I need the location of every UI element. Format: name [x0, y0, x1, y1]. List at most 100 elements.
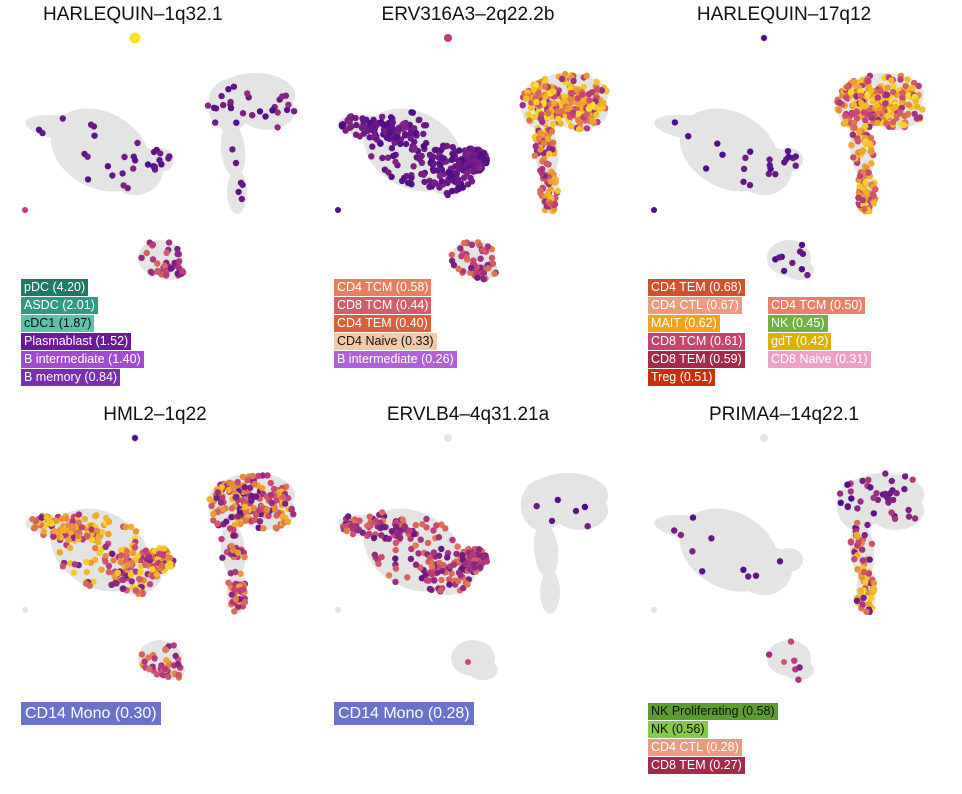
- expression-point: [874, 119, 881, 127]
- expression-point: [579, 91, 586, 98]
- expression-point: [392, 555, 399, 562]
- expression-point: [430, 527, 437, 534]
- expression-point: [905, 101, 913, 109]
- expression-point: [549, 139, 557, 146]
- expression-point: [851, 124, 858, 131]
- expression-point: [519, 102, 526, 109]
- expression-point: [555, 115, 562, 123]
- expression-point: [485, 265, 492, 272]
- panel-title: HARLEQUIN–1q32.1: [43, 4, 223, 25]
- expression-point: [525, 111, 532, 118]
- expression-point: [52, 517, 60, 524]
- expression-point: [537, 115, 544, 123]
- celltype-label: NK (0.45): [768, 315, 828, 332]
- expression-point: [671, 119, 679, 126]
- expression-point: [461, 147, 469, 154]
- expression-point: [35, 126, 43, 133]
- expression-point: [424, 539, 432, 547]
- expression-point: [890, 82, 897, 90]
- expression-point: [853, 597, 861, 604]
- expression-point: [56, 549, 63, 556]
- expression-point: [353, 522, 360, 530]
- expression-point: [375, 560, 382, 567]
- expression-point: [528, 99, 535, 106]
- expression-point: [158, 662, 165, 669]
- expression-point: [103, 514, 110, 522]
- expression-point: [843, 83, 851, 91]
- expression-point: [385, 572, 393, 579]
- expression-point: [212, 119, 219, 126]
- expression-point: [448, 251, 455, 258]
- expression-point: [855, 538, 862, 545]
- expression-point: [378, 532, 385, 539]
- panel-title: HARLEQUIN–17q12: [696, 4, 872, 25]
- celltype-label: CD4 CTL (0.28): [648, 739, 742, 756]
- expression-point: [225, 86, 232, 93]
- expression-point: [849, 131, 856, 138]
- expression-point: [450, 561, 458, 568]
- expression-point: [547, 178, 554, 185]
- expression-point: [114, 569, 122, 577]
- expression-point: [456, 147, 463, 154]
- expression-point: [862, 117, 869, 124]
- expression-point: [242, 517, 249, 524]
- expression-point: [104, 163, 112, 170]
- celltype-label: CD8 TEM (0.59): [648, 351, 745, 368]
- expression-point: [740, 165, 748, 173]
- celltype-label: B intermediate (1.40): [21, 351, 144, 368]
- expression-point: [436, 172, 444, 180]
- expression-point: [131, 157, 139, 164]
- expression-point: [127, 571, 135, 578]
- expression-point: [380, 523, 387, 531]
- expression-point: [781, 659, 787, 665]
- expression-point: [393, 523, 400, 531]
- expression-point: [804, 271, 811, 279]
- expression-point: [136, 576, 143, 583]
- expression-point: [167, 265, 175, 272]
- expression-point: [218, 92, 225, 100]
- expression-point: [747, 148, 754, 155]
- expression-point: [232, 159, 240, 167]
- expression-point: [889, 118, 897, 126]
- expression-point: [548, 128, 556, 135]
- expression-point: [874, 94, 881, 101]
- expression-point: [884, 84, 891, 91]
- expression-point: [836, 490, 844, 497]
- expression-point: [162, 666, 169, 673]
- expression-point: [470, 257, 477, 264]
- expression-point: [423, 577, 430, 584]
- expression-point: [550, 120, 557, 128]
- expression-point: [449, 151, 457, 158]
- expression-point: [444, 554, 451, 561]
- expression-point: [882, 490, 889, 498]
- expression-point: [230, 83, 238, 90]
- expression-point: [526, 117, 533, 124]
- expression-point: [273, 497, 280, 504]
- celltype-labels: pDC (4.20) ASDC (2.01) cDC1 (1.87) Plasm…: [21, 278, 144, 386]
- expression-point: [780, 267, 788, 275]
- expression-point: [120, 585, 127, 592]
- expression-point: [240, 586, 247, 593]
- expression-point: [857, 588, 865, 596]
- expression-point: [752, 572, 760, 579]
- expression-point: [349, 530, 357, 538]
- expression-point: [218, 535, 225, 543]
- expression-point: [412, 542, 419, 549]
- expression-point: [574, 95, 581, 102]
- expression-point: [900, 121, 908, 129]
- expression-point: [143, 249, 150, 257]
- expression-point: [145, 654, 152, 661]
- expression-point: [464, 581, 471, 588]
- expression-point: [537, 187, 544, 194]
- expression-point: [132, 435, 138, 441]
- expression-point: [444, 34, 452, 42]
- expression-point: [167, 560, 174, 567]
- expression-point: [459, 184, 466, 191]
- celltype-label: CD4 TEM (0.40): [334, 315, 431, 332]
- expression-point: [835, 107, 843, 114]
- expression-point: [242, 508, 250, 515]
- expression-point: [231, 586, 238, 593]
- expression-point: [477, 564, 484, 571]
- expression-point: [392, 546, 399, 554]
- expression-point: [467, 174, 474, 182]
